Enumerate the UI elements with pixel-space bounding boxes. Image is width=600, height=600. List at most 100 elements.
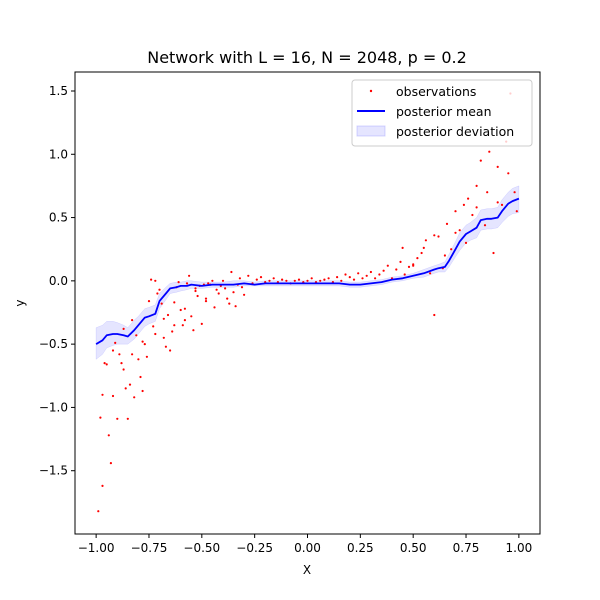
y-tick-label: 0.5: [49, 211, 68, 225]
observation-point: [139, 375, 142, 379]
y-tick-label: −1.5: [39, 464, 68, 478]
legend-box: [351, 79, 533, 147]
observation-point: [513, 191, 516, 194]
x-tick-label: 0.00: [294, 541, 321, 555]
observation-point: [137, 358, 140, 361]
observation-point: [158, 288, 161, 291]
observation-point: [422, 246, 425, 249]
observation-point: [101, 484, 104, 487]
observation-point: [154, 332, 157, 336]
observation-point: [420, 251, 423, 255]
y-tick-label: 0.0: [49, 274, 68, 288]
observation-point: [361, 277, 364, 280]
observation-point: [185, 282, 189, 285]
observation-point: [166, 313, 170, 317]
observation-point: [141, 340, 144, 343]
observation-point: [114, 341, 117, 344]
observation-point: [433, 313, 436, 317]
observation-point: [285, 279, 288, 282]
y-tick-label: 1.5: [49, 84, 68, 98]
observation-point: [454, 210, 457, 213]
observation-point: [122, 368, 125, 371]
observation-point: [464, 241, 468, 244]
observation-point: [204, 297, 208, 300]
observation-point: [234, 305, 237, 308]
observation-point: [458, 229, 461, 232]
observation-point: [131, 353, 134, 356]
observation-point: [407, 265, 411, 268]
x-tick-label: −1.00: [78, 541, 115, 555]
observation-point: [243, 293, 246, 296]
observation-point: [306, 279, 309, 282]
posterior-mean-layer: [95, 197, 520, 345]
observation-point: [515, 210, 518, 213]
observation-point: [475, 184, 478, 187]
observation-point: [131, 319, 134, 322]
observation-point: [101, 393, 104, 396]
observation-point: [454, 231, 457, 234]
y-tick-label: −1.0: [39, 400, 68, 414]
observation-point: [111, 349, 115, 352]
observation-point: [128, 383, 132, 386]
observation-point: [116, 417, 119, 420]
observation-point: [412, 264, 415, 267]
observation-point: [462, 203, 465, 206]
observation-point: [467, 197, 470, 200]
observation-point: [429, 272, 432, 275]
chart-title: Network with L = 16, N = 2048, p = 0.2: [147, 48, 467, 67]
observation-point: [496, 165, 499, 168]
observation-point: [192, 329, 195, 332]
observation-point: [215, 288, 218, 291]
legend-posterior-deviation-label: posterior deviation: [396, 124, 514, 139]
observation-point: [183, 307, 186, 310]
observation-point: [135, 334, 138, 337]
observation-point: [255, 278, 258, 281]
observation-point: [162, 336, 165, 339]
observation-point: [471, 213, 474, 217]
observation-point: [224, 287, 227, 290]
observation-point: [133, 396, 136, 399]
observation-point: [500, 203, 504, 206]
observation-point: [240, 286, 244, 289]
observation-point: [492, 251, 495, 255]
observation-point: [319, 279, 322, 282]
observation-point: [150, 278, 153, 281]
observation-point: [483, 224, 487, 227]
observation-point: [488, 150, 491, 153]
observation-point: [162, 317, 165, 320]
observation-point: [443, 254, 446, 257]
observation-point: [179, 308, 182, 312]
observation-point: [486, 191, 489, 194]
observation-point: [272, 277, 275, 280]
observation-point: [118, 353, 121, 356]
observation-point: [450, 248, 453, 251]
observation-point: [109, 462, 112, 465]
y-tick-label: −0.5: [39, 337, 68, 351]
legend-observations-label: observations: [396, 84, 476, 99]
observation-point: [99, 416, 102, 419]
y-axis-label: y: [13, 299, 27, 306]
y-tick-label: 1.0: [49, 147, 68, 161]
observation-point: [416, 257, 419, 260]
observation-point: [211, 279, 214, 282]
observation-point: [395, 268, 398, 271]
observation-point: [171, 330, 174, 333]
posterior-mean-line: [95, 197, 520, 345]
observation-point: [228, 302, 231, 305]
y-ticks: −1.5 −1.0 −0.5 0.0 0.5 1.0 1.5: [39, 84, 75, 478]
observation-point: [401, 246, 404, 249]
observation-point: [190, 315, 193, 318]
observation-point: [437, 235, 440, 238]
x-tick-label: −0.50: [183, 541, 220, 555]
observation-point: [357, 272, 360, 275]
observation-point: [207, 282, 210, 285]
observation-point: [124, 387, 127, 390]
observation-point: [194, 289, 197, 293]
observation-point: [259, 276, 263, 279]
observation-point: [293, 279, 296, 282]
observation-point: [194, 287, 197, 290]
observation-point: [120, 362, 123, 365]
observation-point: [181, 324, 184, 327]
observation-point: [323, 278, 326, 281]
